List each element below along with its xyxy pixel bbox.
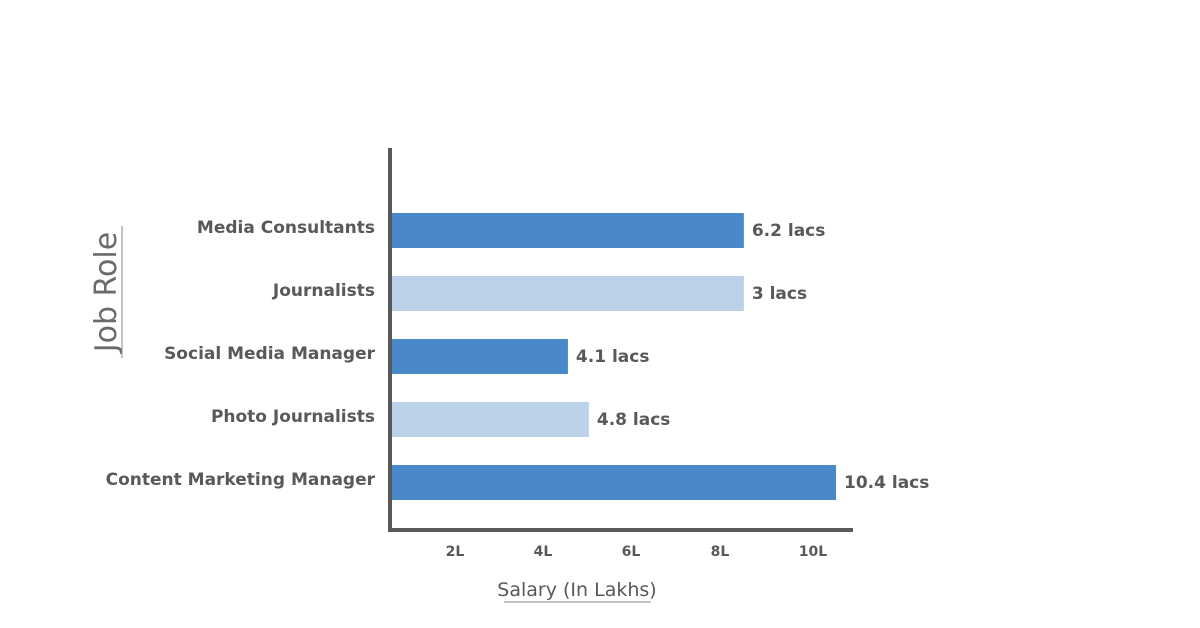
value-labels: 6.2 lacs 3 lacs 4.1 lacs 4.8 lacs 10.4 lacs <box>576 221 929 493</box>
x-tick-labels: 2L 4L 6L 8L 10L <box>446 544 828 560</box>
category-label-5: Content Marketing Manager <box>106 470 376 490</box>
value-label-4: 4.8 lacs <box>597 410 671 430</box>
x-tick-label-3: 6L <box>622 544 641 560</box>
x-tick-label-2: 4L <box>534 544 553 560</box>
y-axis-title: Job Role <box>89 232 124 354</box>
x-tick-label-1: 2L <box>446 544 465 560</box>
bar-5 <box>392 465 836 500</box>
category-label-3: Social Media Manager <box>164 344 376 364</box>
value-label-5: 10.4 lacs <box>844 473 929 493</box>
category-label-2: Journalists <box>272 281 375 301</box>
x-tick-label-5: 10L <box>799 544 827 560</box>
bars-layer <box>392 213 836 500</box>
value-label-3: 4.1 lacs <box>576 347 650 367</box>
value-label-1: 6.2 lacs <box>752 221 826 241</box>
bar-2 <box>392 276 744 311</box>
category-label-4: Photo Journalists <box>211 407 375 427</box>
x-axis-title: Salary (In Lakhs) <box>497 579 656 601</box>
x-tick-label-4: 8L <box>711 544 730 560</box>
bar-3 <box>392 339 568 374</box>
bar-4 <box>392 402 589 437</box>
category-labels: Media Consultants Journalists Social Media… <box>106 218 376 490</box>
value-label-2: 3 lacs <box>752 284 807 304</box>
category-label-1: Media Consultants <box>197 218 375 238</box>
bar-1 <box>392 213 744 248</box>
